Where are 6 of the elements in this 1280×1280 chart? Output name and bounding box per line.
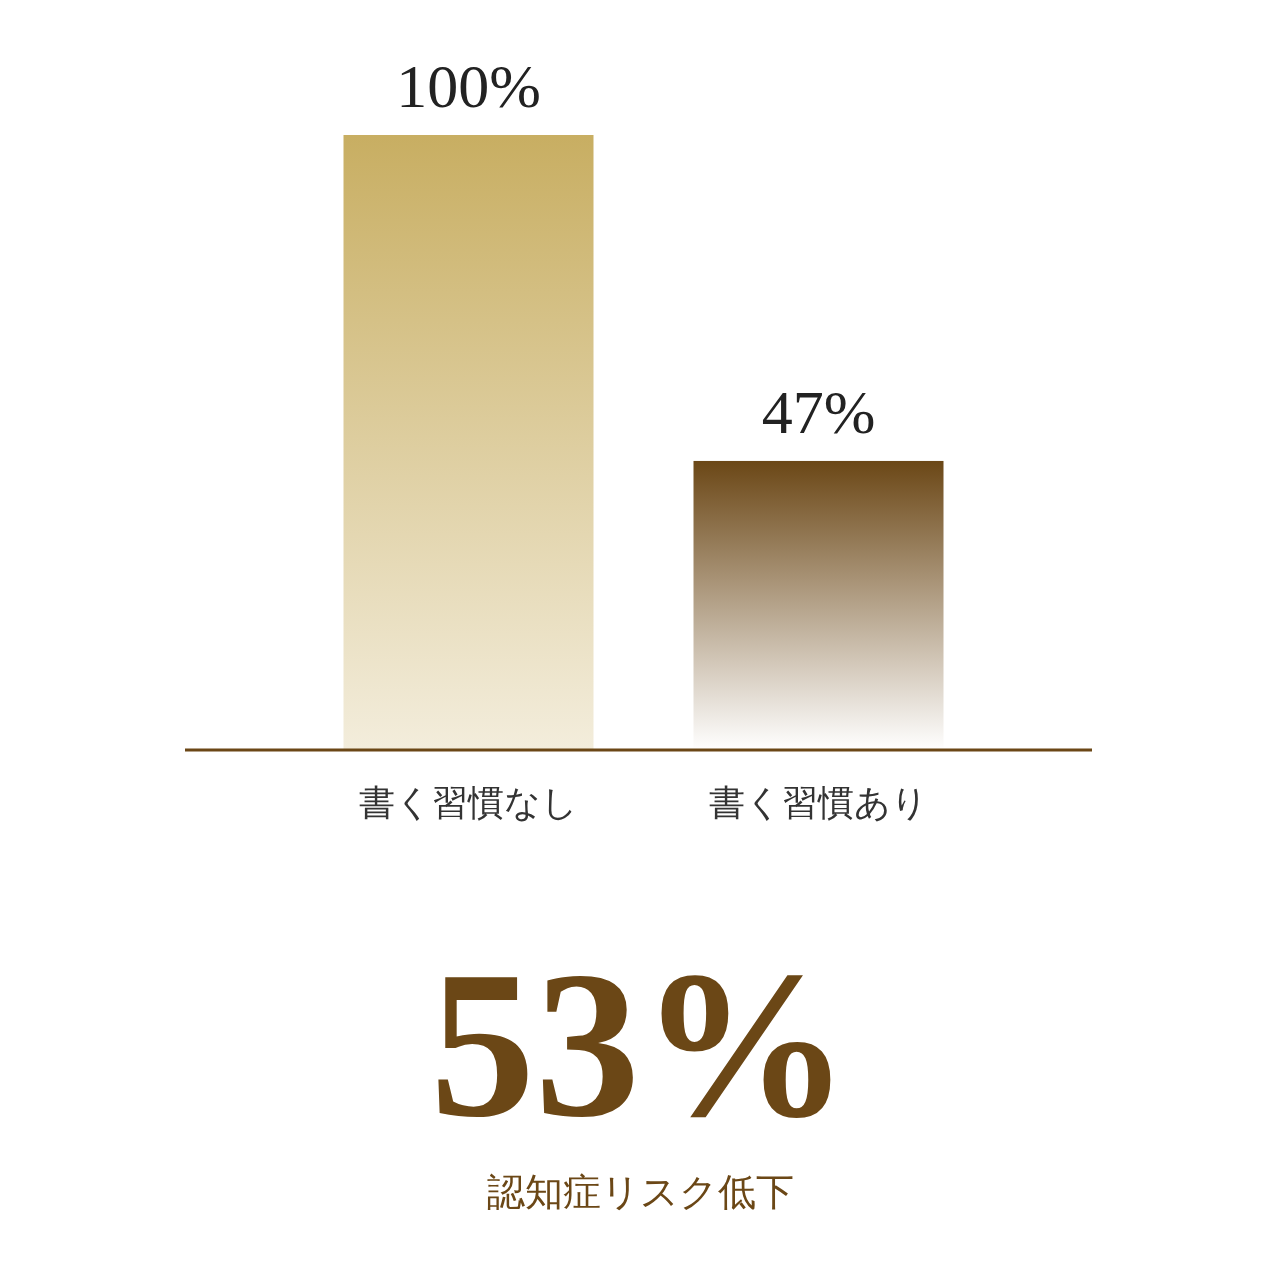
annotation: 53% (430, 928, 850, 1160)
annotation: 認知症リスク低下 (486, 1170, 794, 1214)
data-label: 100% (396, 52, 541, 120)
data-label: 47% (761, 377, 876, 446)
category-label: 書く習慣あり (709, 782, 928, 823)
category-label: 書く習慣なし (359, 782, 578, 823)
